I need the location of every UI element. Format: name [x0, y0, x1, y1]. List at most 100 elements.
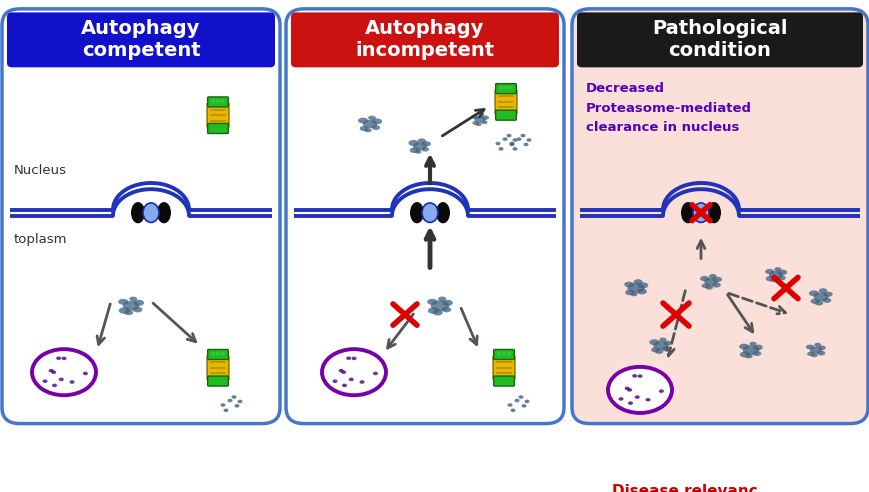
Text: Nucleus: Nucleus	[14, 164, 67, 177]
Ellipse shape	[521, 404, 526, 408]
Ellipse shape	[818, 288, 826, 293]
FancyBboxPatch shape	[495, 84, 516, 93]
Ellipse shape	[809, 346, 821, 354]
Ellipse shape	[645, 398, 650, 401]
Ellipse shape	[650, 347, 659, 352]
Ellipse shape	[822, 298, 831, 303]
Ellipse shape	[805, 344, 813, 349]
Ellipse shape	[512, 138, 517, 142]
Ellipse shape	[808, 290, 818, 296]
Ellipse shape	[417, 138, 425, 143]
Ellipse shape	[438, 297, 446, 301]
Ellipse shape	[653, 341, 668, 350]
Ellipse shape	[227, 399, 232, 402]
Ellipse shape	[223, 408, 229, 412]
Ellipse shape	[509, 143, 514, 146]
Ellipse shape	[481, 121, 487, 124]
Ellipse shape	[156, 202, 171, 223]
Ellipse shape	[123, 301, 139, 310]
Ellipse shape	[765, 276, 774, 281]
FancyBboxPatch shape	[208, 349, 228, 360]
Ellipse shape	[633, 279, 641, 284]
Text: Decreased: Decreased	[586, 82, 664, 95]
Ellipse shape	[83, 371, 88, 375]
Ellipse shape	[700, 276, 708, 281]
Ellipse shape	[648, 339, 659, 345]
Ellipse shape	[371, 125, 380, 130]
Ellipse shape	[428, 308, 439, 314]
Ellipse shape	[211, 352, 215, 356]
Ellipse shape	[216, 352, 220, 356]
Ellipse shape	[618, 397, 623, 400]
Ellipse shape	[659, 338, 666, 342]
Ellipse shape	[373, 371, 377, 375]
Ellipse shape	[510, 408, 515, 412]
Ellipse shape	[322, 349, 386, 395]
Ellipse shape	[338, 369, 343, 372]
Ellipse shape	[474, 123, 481, 126]
Ellipse shape	[739, 351, 749, 358]
Ellipse shape	[523, 143, 527, 146]
Ellipse shape	[625, 290, 634, 295]
FancyBboxPatch shape	[290, 12, 559, 67]
Ellipse shape	[332, 379, 337, 383]
Ellipse shape	[524, 400, 529, 403]
Ellipse shape	[220, 403, 225, 407]
Ellipse shape	[516, 137, 521, 141]
Ellipse shape	[118, 299, 129, 305]
Ellipse shape	[359, 126, 368, 131]
Ellipse shape	[503, 86, 507, 90]
Ellipse shape	[693, 203, 708, 222]
Ellipse shape	[627, 283, 644, 293]
Ellipse shape	[62, 357, 66, 360]
Ellipse shape	[133, 307, 143, 312]
Ellipse shape	[520, 134, 525, 137]
Ellipse shape	[708, 274, 716, 278]
Ellipse shape	[637, 282, 647, 288]
Text: Proteasome-mediated: Proteasome-mediated	[586, 102, 751, 115]
Ellipse shape	[658, 389, 663, 393]
Ellipse shape	[43, 379, 48, 383]
Ellipse shape	[661, 346, 670, 352]
Text: Disease relevanc: Disease relevanc	[611, 484, 757, 492]
Ellipse shape	[654, 349, 662, 354]
Ellipse shape	[474, 116, 485, 123]
Ellipse shape	[509, 142, 514, 145]
Ellipse shape	[51, 370, 56, 374]
Ellipse shape	[502, 137, 507, 141]
Ellipse shape	[810, 353, 817, 357]
FancyBboxPatch shape	[2, 9, 280, 424]
Ellipse shape	[770, 278, 777, 282]
Ellipse shape	[705, 285, 713, 290]
Text: Autophagy
incompetent: Autophagy incompetent	[355, 19, 494, 61]
Ellipse shape	[607, 367, 671, 413]
FancyBboxPatch shape	[493, 349, 514, 360]
Text: toplasm: toplasm	[14, 233, 68, 246]
Ellipse shape	[745, 354, 752, 358]
FancyBboxPatch shape	[7, 12, 275, 67]
Ellipse shape	[357, 118, 368, 123]
Ellipse shape	[118, 308, 129, 314]
Ellipse shape	[636, 289, 647, 294]
Ellipse shape	[342, 384, 347, 387]
Ellipse shape	[634, 396, 639, 399]
Ellipse shape	[753, 344, 762, 350]
Ellipse shape	[362, 120, 377, 128]
Ellipse shape	[52, 384, 57, 387]
Ellipse shape	[499, 86, 502, 90]
Ellipse shape	[813, 301, 822, 306]
Ellipse shape	[427, 299, 437, 305]
Ellipse shape	[59, 378, 63, 381]
Ellipse shape	[415, 150, 421, 154]
Ellipse shape	[348, 378, 354, 381]
Ellipse shape	[739, 344, 748, 349]
Text: clearance in nucleus: clearance in nucleus	[586, 121, 739, 134]
FancyBboxPatch shape	[208, 97, 228, 107]
Ellipse shape	[235, 404, 239, 408]
FancyBboxPatch shape	[571, 9, 867, 424]
Ellipse shape	[408, 140, 419, 146]
Ellipse shape	[409, 202, 423, 223]
Ellipse shape	[514, 399, 519, 402]
Ellipse shape	[421, 141, 430, 147]
Ellipse shape	[742, 345, 759, 355]
